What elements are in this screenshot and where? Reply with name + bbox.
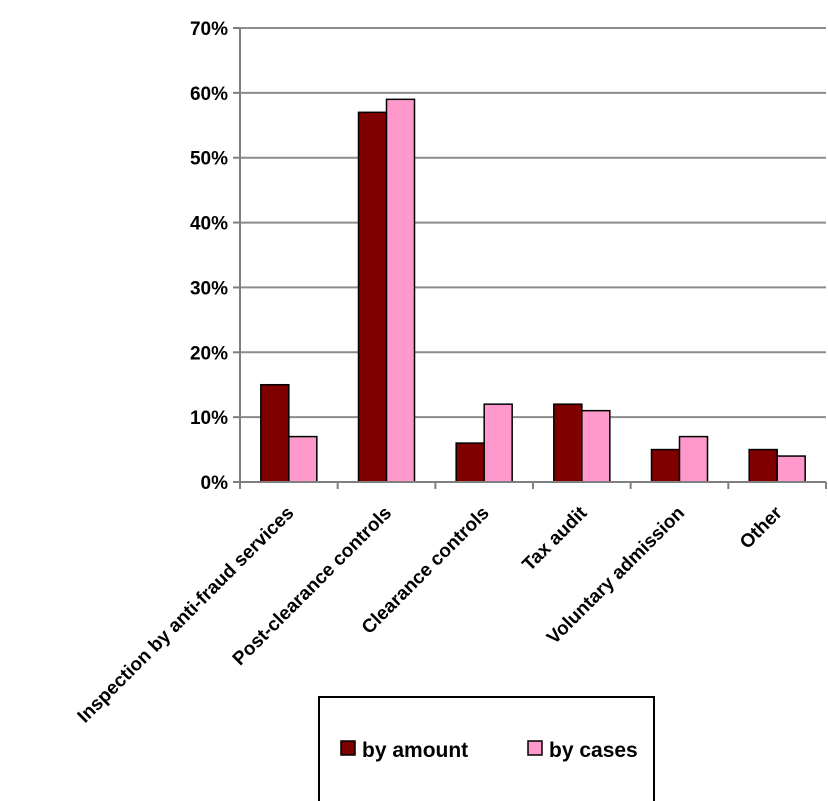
gridlines	[240, 27, 826, 419]
y-axis-ticks: 0% 10% 20% 30% 40% 50% 60% 70%	[190, 19, 240, 494]
legend-label-by-amount: by amount	[362, 739, 468, 762]
bar-by-cases-5	[776, 455, 806, 483]
bar-by-cases-1	[385, 98, 416, 483]
y-tick-label: 60%	[190, 84, 228, 105]
y-tick-label: 70%	[190, 19, 228, 40]
y-tick-label: 50%	[190, 149, 228, 170]
bars	[260, 98, 806, 483]
x-tick-label: Inspection by anti-fraud services	[74, 503, 299, 728]
bar-by-cases-3	[581, 409, 611, 483]
y-tick-label: 20%	[190, 343, 228, 364]
bar-by-cases-4	[678, 435, 709, 483]
legend-swatch-by-amount	[340, 740, 356, 756]
bar-by-amount-3	[553, 403, 583, 483]
y-tick-label: 0%	[201, 473, 229, 494]
bar-by-amount-4	[650, 448, 681, 483]
axes	[239, 28, 826, 483]
bar-by-cases-2	[483, 403, 513, 483]
bar-by-amount-0	[260, 383, 290, 483]
bar-by-amount-2	[455, 442, 485, 483]
bar-by-amount-1	[357, 111, 388, 483]
y-tick-label: 30%	[190, 278, 228, 299]
bar-by-cases-0	[288, 435, 318, 483]
x-tick-label: Post-clearance controls	[229, 503, 396, 670]
x-axis-ticks: Inspection by anti-fraud servicesPost-cl…	[74, 482, 827, 728]
y-tick-label: 10%	[190, 408, 228, 429]
bar-by-amount-5	[748, 448, 778, 483]
x-tick-label: Tax audit	[519, 502, 592, 575]
y-tick-label: 40%	[190, 214, 228, 235]
legend-label-by-cases: by cases	[549, 739, 638, 762]
legend-box	[318, 696, 655, 801]
legend: by amount by cases	[318, 696, 655, 801]
x-tick-label: Other	[736, 502, 787, 553]
legend-swatch-by-cases	[527, 740, 543, 756]
